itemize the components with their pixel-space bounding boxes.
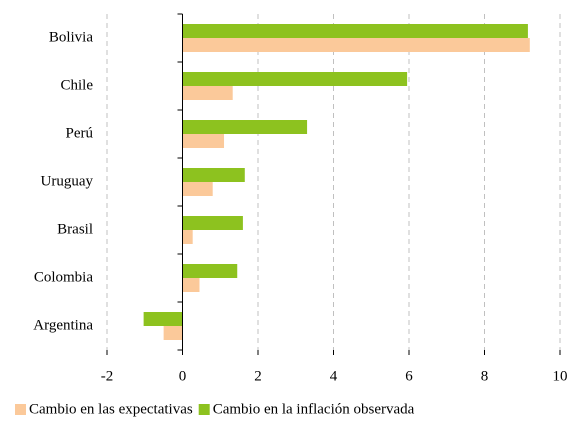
bar	[182, 264, 238, 278]
bar	[182, 38, 530, 52]
bar	[182, 168, 245, 182]
bar	[182, 72, 408, 86]
y-tick-label: Uruguay	[41, 173, 94, 189]
bar	[143, 312, 183, 326]
x-tick-label: 8	[481, 368, 489, 384]
legend-swatch	[15, 404, 26, 415]
bar	[182, 120, 308, 134]
bar	[182, 216, 243, 230]
y-tick-label: Chile	[61, 77, 94, 93]
x-tick-label: 0	[179, 368, 187, 384]
x-tick-label: 10	[553, 368, 568, 384]
bar	[182, 134, 225, 148]
bar	[182, 230, 193, 244]
bar	[182, 86, 233, 100]
x-tick-label: -2	[101, 368, 114, 384]
y-tick-label: Argentina	[33, 317, 93, 333]
bar	[182, 24, 528, 38]
y-tick-label: Perú	[66, 125, 94, 141]
bar	[182, 278, 200, 292]
legend-swatch	[198, 404, 210, 415]
bar	[182, 182, 213, 196]
bar	[163, 326, 183, 340]
legend-label: Cambio en las expectativas	[29, 401, 193, 417]
y-tick-label: Brasil	[57, 221, 93, 237]
y-tick-label: Bolivia	[49, 29, 94, 45]
x-tick-label: 2	[254, 368, 262, 384]
y-tick-label: Colombia	[34, 269, 94, 285]
x-tick-label: 4	[330, 368, 338, 384]
x-tick-label: 6	[405, 368, 413, 384]
legend-label: Cambio en la inflación observada	[213, 401, 415, 417]
